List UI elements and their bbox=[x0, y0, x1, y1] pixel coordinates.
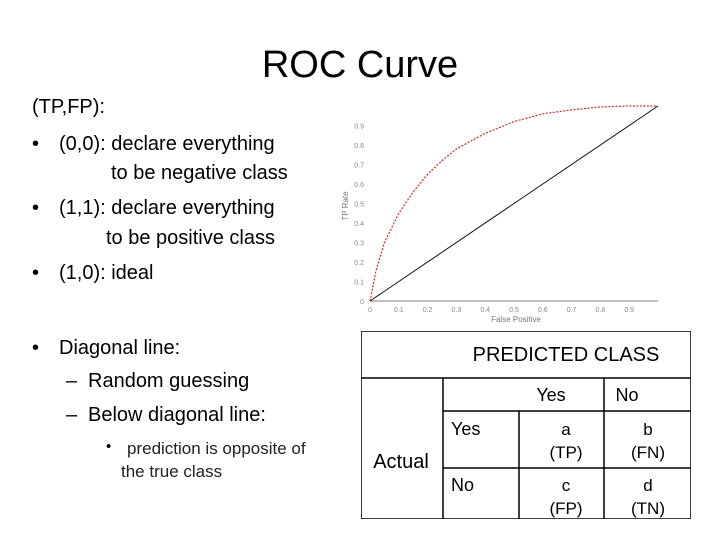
series-group bbox=[369, 105, 659, 302]
x-tick-label: 0.1 bbox=[394, 307, 404, 314]
dash-marker: – bbox=[66, 370, 78, 392]
y-tick-labels: 0 0.1 0.2 0.3 0.4 0.5 0.6 0.7 0.8 0.9 bbox=[354, 124, 364, 307]
x-tick-label: 0.2 bbox=[423, 307, 433, 314]
cell-letter: a bbox=[561, 420, 571, 439]
slide-title: ROC Curve bbox=[0, 44, 720, 87]
x-tick-label: 0.4 bbox=[480, 307, 490, 314]
y-tick-label: 0 bbox=[360, 299, 364, 306]
tp-fp-heading: (TP,FP): bbox=[32, 96, 105, 118]
bullet-dot: • bbox=[32, 337, 40, 359]
cell-code: (TP) bbox=[549, 443, 582, 462]
subitem-random: Random guessing bbox=[88, 370, 250, 392]
note-line2: the true class bbox=[121, 462, 223, 481]
actual-label: Actual bbox=[373, 451, 429, 473]
bullet-dot: • bbox=[106, 438, 112, 455]
x-tick-label: 0 bbox=[368, 307, 372, 314]
roc-chart-svg: 0 0.1 0.2 0.3 0.4 0.5 0.6 0.7 0.8 0.9 00.10.20.30… bbox=[336, 96, 676, 326]
cell-code: (TN) bbox=[631, 499, 665, 518]
x-axis-label: False Positive bbox=[491, 315, 541, 324]
y-tick-label: 0.9 bbox=[354, 124, 364, 131]
y-tick-label: 0.8 bbox=[354, 143, 364, 150]
bullet-1-line1: (0,0): declare everything bbox=[59, 133, 275, 155]
x-tick-label: 0.8 bbox=[596, 307, 606, 314]
bullet-dot: • bbox=[32, 197, 40, 219]
y-tick-label: 0.7 bbox=[354, 163, 364, 170]
y-tick-label: 0.5 bbox=[354, 202, 364, 209]
bullet-2-line1: (1,1): declare everything bbox=[59, 197, 275, 219]
col-label-yes: Yes bbox=[536, 385, 565, 405]
bullet-3-line1: (1,0): ideal bbox=[59, 262, 154, 284]
confusion-matrix-svg: PREDICTED CLASS Actual Yes No Yes No a (… bbox=[361, 331, 691, 519]
bullet-dot: • bbox=[32, 262, 40, 284]
y-tick-label: 0.3 bbox=[354, 241, 364, 248]
x-tick-label: 0.9 bbox=[624, 307, 634, 314]
y-axis-label: TP Rate bbox=[341, 191, 350, 221]
bullet-dot: • bbox=[32, 133, 40, 155]
x-tick-label: 0.6 bbox=[538, 307, 548, 314]
bullet-1-line2: to be negative class bbox=[111, 162, 288, 184]
cell-letter: d bbox=[643, 476, 652, 495]
x-tick-label: 0.3 bbox=[452, 307, 462, 314]
row-label-yes: Yes bbox=[451, 419, 480, 439]
y-tick-label: 0.4 bbox=[354, 221, 364, 228]
plot-frame bbox=[336, 96, 676, 326]
note-line1: prediction is opposite of bbox=[127, 439, 306, 458]
bullet-2-line2: to be positive class bbox=[106, 227, 275, 249]
subitem-below: Below diagonal line: bbox=[88, 404, 266, 426]
y-tick-label: 0.6 bbox=[354, 182, 364, 189]
dash-marker: – bbox=[66, 404, 78, 426]
col-label-no: No bbox=[615, 385, 638, 405]
cell-letter: c bbox=[562, 476, 571, 495]
y-tick-label: 0.1 bbox=[354, 280, 364, 287]
row-label-no: No bbox=[451, 475, 474, 495]
x-tick-label: 0.7 bbox=[567, 307, 577, 314]
cell-letter: b bbox=[643, 420, 652, 439]
predicted-class-header: PREDICTED CLASS bbox=[473, 344, 660, 366]
x-tick-labels: 0 0.1 0.2 0.3 0.4 0.5 0.6 0.7 0.8 0.9 bbox=[368, 307, 634, 314]
confusion-matrix: PREDICTED CLASS Actual Yes No Yes No a (… bbox=[361, 331, 691, 519]
diagonal-label: Diagonal line: bbox=[59, 337, 181, 359]
diagonal-line bbox=[369, 105, 659, 302]
y-tick-label: 0.2 bbox=[354, 260, 364, 267]
roc-chart: 0 0.1 0.2 0.3 0.4 0.5 0.6 0.7 0.8 0.9 0 0.1 0.2 0.3 0… bbox=[336, 96, 676, 326]
cell-code: (FN) bbox=[631, 443, 665, 462]
slide-title-text: ROC Curve bbox=[261, 44, 459, 86]
x-tick-label: 0.5 bbox=[509, 307, 519, 314]
cell-code: (FP) bbox=[549, 499, 582, 518]
